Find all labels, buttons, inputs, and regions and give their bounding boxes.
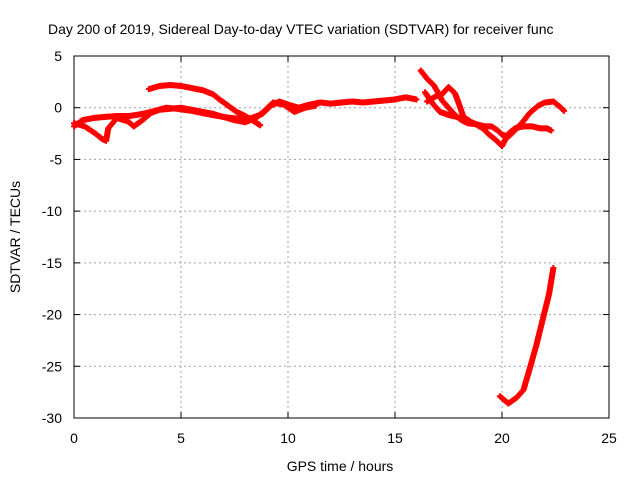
series-track-b <box>71 99 319 144</box>
series-track-f <box>424 84 473 125</box>
data-point <box>312 102 319 109</box>
y-tick-label: -30 <box>42 410 62 426</box>
data-point <box>413 96 420 103</box>
grid-lines <box>74 56 609 418</box>
y-tick-label: 0 <box>54 100 62 116</box>
chart-title: Day 200 of 2019, Sidereal Day-to-day VTE… <box>48 21 554 37</box>
data-point <box>561 107 568 114</box>
plot-frame <box>73 55 610 419</box>
x-axis-title: GPS time / hours <box>287 458 394 474</box>
y-tick-label: -25 <box>42 358 62 374</box>
y-tick-label: -20 <box>42 307 62 323</box>
x-tick-label: 15 <box>387 430 403 446</box>
x-tick-label: 20 <box>494 430 510 446</box>
y-tick-label: -10 <box>42 203 62 219</box>
x-tick-label: 5 <box>177 430 185 446</box>
y-tick-label: 5 <box>54 48 62 64</box>
series-track-e <box>421 89 555 149</box>
data-point <box>550 265 557 272</box>
series-track-g <box>496 265 557 407</box>
axis-ticks <box>73 55 610 419</box>
series-track-c <box>145 81 264 129</box>
y-tick-label: -5 <box>50 151 63 167</box>
data-points <box>71 67 568 407</box>
x-tick-label: 0 <box>70 430 78 446</box>
y-axis-title: SDTVAR / TECUs <box>7 181 23 293</box>
data-point <box>466 118 473 125</box>
x-tick-label: 25 <box>601 430 617 446</box>
tick-labels: 0 5 10 15 20 25 5 0 -5 -10 -15 -20 -25 -30 <box>42 48 617 446</box>
x-tick-label: 10 <box>280 430 296 446</box>
data-point <box>548 127 555 134</box>
data-point <box>257 122 264 129</box>
y-tick-label: -15 <box>42 255 62 271</box>
